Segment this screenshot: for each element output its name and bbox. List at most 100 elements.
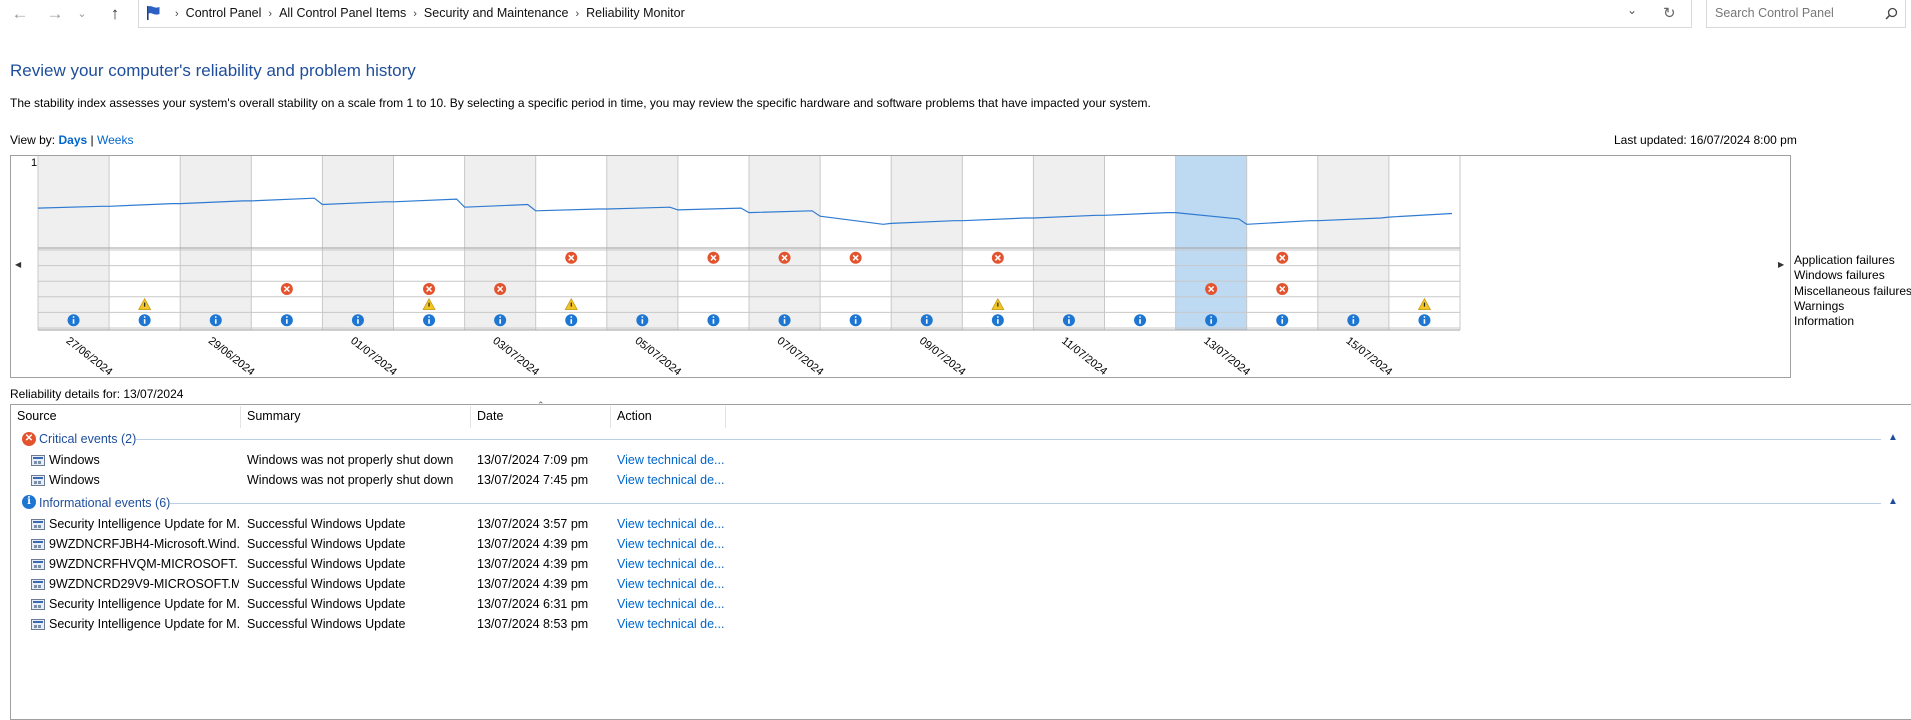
day-column[interactable] xyxy=(749,156,821,330)
row-date[interactable]: 13/07/2024 8:53 pm xyxy=(477,617,589,631)
day-column[interactable] xyxy=(820,156,892,330)
row-date[interactable]: 13/07/2024 7:45 pm xyxy=(477,473,589,487)
breadcrumb-item[interactable]: Security and Maintenance xyxy=(423,6,569,20)
up-button[interactable]: ↑ xyxy=(103,2,127,26)
breadcrumb-separator-icon[interactable]: › xyxy=(575,8,580,20)
row-summary[interactable]: Successful Windows Update xyxy=(247,557,406,571)
day-column[interactable] xyxy=(180,156,252,330)
row-summary[interactable]: Windows was not properly shut down xyxy=(247,473,454,487)
row-summary[interactable]: Successful Windows Update xyxy=(247,517,406,531)
date-tick-label: 29/06/2024 xyxy=(206,335,257,378)
row-date[interactable]: 13/07/2024 7:09 pm xyxy=(477,453,589,467)
column-header-date[interactable]: Date xyxy=(477,409,504,423)
row-source[interactable]: 9WZDNCRFHVQM-MICROSOFT.... xyxy=(49,557,239,571)
day-column[interactable] xyxy=(677,156,749,330)
breadcrumb-item[interactable]: Control Panel xyxy=(185,6,262,20)
group-header-informational[interactable]: Informational events (6) xyxy=(39,496,171,510)
view-technical-details-link[interactable]: View technical de... xyxy=(617,557,725,571)
day-column[interactable] xyxy=(322,156,394,330)
source-icon xyxy=(31,475,45,486)
breadcrumb: › Control Panel › All Control Panel Items › S… xyxy=(168,0,685,26)
info-icon-dot xyxy=(357,316,359,318)
page-description: The stability index assesses your system… xyxy=(10,96,1151,110)
row-label-windows-failures: Windows failures xyxy=(1794,268,1885,282)
source-icon xyxy=(31,455,45,466)
breadcrumb-item[interactable]: Reliability Monitor xyxy=(586,6,685,20)
info-icon-dot xyxy=(1068,316,1070,318)
day-column[interactable] xyxy=(1246,156,1318,330)
row-summary[interactable]: Successful Windows Update xyxy=(247,617,406,631)
day-column[interactable] xyxy=(38,156,110,330)
row-source[interactable]: Security Intelligence Update for M... xyxy=(49,597,239,611)
row-summary[interactable]: Successful Windows Update xyxy=(247,577,406,591)
row-date[interactable]: 13/07/2024 4:39 pm xyxy=(477,537,589,551)
row-date[interactable]: 13/07/2024 3:57 pm xyxy=(477,517,589,531)
column-divider[interactable] xyxy=(610,406,611,428)
search-icon[interactable] xyxy=(1885,7,1898,20)
view-technical-details-link[interactable]: View technical de... xyxy=(617,517,725,531)
view-technical-details-link[interactable]: View technical de... xyxy=(617,473,725,487)
back-button[interactable]: ← xyxy=(8,2,32,26)
row-label-information: Information xyxy=(1794,314,1855,328)
row-source[interactable]: Security Intelligence Update for M... xyxy=(49,517,239,531)
row-date[interactable]: 13/07/2024 4:39 pm xyxy=(477,577,589,591)
day-column[interactable] xyxy=(606,156,678,330)
day-column[interactable] xyxy=(891,156,963,330)
address-dropdown-button[interactable]: ⌄ xyxy=(1627,3,1637,17)
view-days-link[interactable]: Days xyxy=(58,133,88,147)
view-technical-details-link[interactable]: View technical de... xyxy=(617,537,725,551)
search-input[interactable] xyxy=(1706,0,1906,28)
row-source[interactable]: Security Intelligence Update for M... xyxy=(49,617,239,631)
view-technical-details-link[interactable]: View technical de... xyxy=(617,617,725,631)
row-date[interactable]: 13/07/2024 4:39 pm xyxy=(477,557,589,571)
column-divider[interactable] xyxy=(725,406,726,428)
day-column[interactable] xyxy=(251,156,323,330)
column-header-summary[interactable]: Summary xyxy=(247,409,301,423)
forward-button[interactable]: → xyxy=(43,2,67,26)
row-summary[interactable]: Windows was not properly shut down xyxy=(247,453,454,467)
row-summary[interactable]: Successful Windows Update xyxy=(247,597,406,611)
refresh-button[interactable]: ↻ xyxy=(1663,4,1676,22)
breadcrumb-separator-icon[interactable]: › xyxy=(175,8,179,20)
reliability-details-label: Reliability details for: 13/07/2024 xyxy=(10,387,184,401)
scroll-right-button[interactable]: ▶ xyxy=(1778,260,1784,269)
column-header-action[interactable]: Action xyxy=(617,409,652,423)
info-icon-dot xyxy=(996,316,999,318)
column-divider[interactable] xyxy=(240,406,241,428)
view-technical-details-link[interactable]: View technical de... xyxy=(617,453,725,467)
info-icon-dot xyxy=(285,316,288,318)
collapse-informational-button[interactable]: ▲ xyxy=(1888,496,1898,507)
selected-day-column[interactable] xyxy=(1175,156,1247,330)
view-weeks-link[interactable]: Weeks xyxy=(96,133,134,147)
collapse-critical-button[interactable]: ▲ xyxy=(1888,432,1898,443)
chevron-down-icon: ⌄ xyxy=(77,8,87,20)
day-column[interactable] xyxy=(464,156,536,330)
stability-chart[interactable]: 27/06/2024 29/06/2024 01/07/2024 03/07/2024… xyxy=(0,0,1800,380)
address-bar[interactable] xyxy=(138,0,1692,28)
search-placeholder: Search Control Panel xyxy=(1715,6,1834,20)
recent-locations-button[interactable]: ⌄ xyxy=(74,2,90,26)
day-column[interactable] xyxy=(1104,156,1176,330)
row-summary[interactable]: Successful Windows Update xyxy=(247,537,406,551)
day-column[interactable] xyxy=(1033,156,1105,330)
row-source[interactable]: Windows xyxy=(49,453,100,467)
breadcrumb-separator-icon[interactable]: › xyxy=(413,8,417,20)
view-technical-details-link[interactable]: View technical de... xyxy=(617,577,725,591)
breadcrumb-separator-icon[interactable]: › xyxy=(268,8,273,20)
breadcrumb-item[interactable]: All Control Panel Items xyxy=(279,6,407,20)
date-tick-label: 09/07/2024 xyxy=(917,335,968,378)
view-technical-details-link[interactable]: View technical de... xyxy=(617,597,725,611)
day-column[interactable] xyxy=(1317,156,1389,330)
row-source[interactable]: Windows xyxy=(49,473,100,487)
row-source[interactable]: 9WZDNCRD29V9-MICROSOFT.MI... xyxy=(49,577,239,591)
flag-icon xyxy=(147,6,160,20)
group-header-critical[interactable]: Critical events (2) xyxy=(39,432,137,446)
chevron-left-icon: ◀ xyxy=(15,260,22,269)
scroll-left-button[interactable]: ◀ xyxy=(15,260,21,269)
critical-icon: ✕ xyxy=(22,432,36,446)
row-date[interactable]: 13/07/2024 6:31 pm xyxy=(477,597,589,611)
column-divider[interactable] xyxy=(470,406,471,428)
column-header-source[interactable]: Source xyxy=(17,409,57,423)
row-source[interactable]: 9WZDNCRFJBH4-Microsoft.Wind... xyxy=(49,537,239,551)
critical-icon-mark xyxy=(994,254,1001,261)
